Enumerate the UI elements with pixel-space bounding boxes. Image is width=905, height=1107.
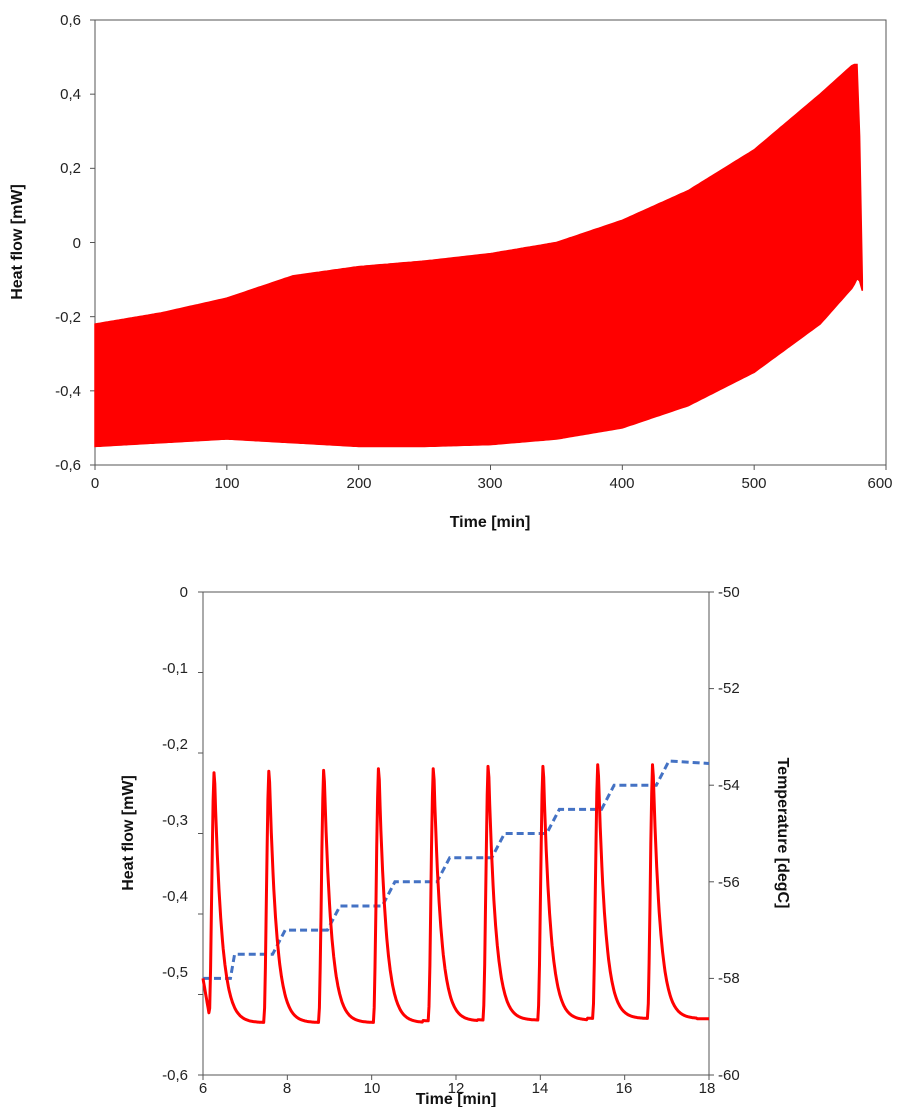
x-axis-title: Time [min] bbox=[450, 514, 531, 531]
x-tick-label: 12 bbox=[448, 1080, 465, 1097]
y-tick-label: -0,6 bbox=[55, 457, 81, 474]
y2-tick-label: -56 bbox=[718, 874, 740, 891]
y-tick-label: 0,2 bbox=[60, 160, 81, 177]
x-tick-label: 10 bbox=[364, 1080, 381, 1097]
y-axis-title: Heat flow [mW] bbox=[9, 184, 26, 300]
plot-frame-2 bbox=[202, 591, 710, 1076]
y-tick-label: 0 bbox=[180, 584, 188, 601]
chart-heat-flow-zoom: 0 -0,1 -0,2 -0,3 -0,4 -0,5 -0,6 -50 -52 … bbox=[120, 584, 791, 1107]
y-tick-marks bbox=[90, 19, 95, 466]
y-tick-label: -0,5 bbox=[162, 964, 188, 981]
y2-tick-marks bbox=[709, 591, 714, 1076]
y-tick-label: 0,6 bbox=[60, 12, 81, 29]
x-tick-label: 16 bbox=[616, 1080, 633, 1097]
y-tick-label: -0,2 bbox=[55, 309, 81, 326]
temperature-series-line bbox=[203, 759, 710, 980]
y-tick-label: 0 bbox=[73, 235, 81, 252]
x-tick-label: 6 bbox=[199, 1080, 207, 1097]
y-tick-label: -0,3 bbox=[162, 812, 188, 829]
heat-flow-band bbox=[94, 63, 864, 448]
x-tick-label: 600 bbox=[867, 475, 892, 492]
y2-tick-label: -50 bbox=[718, 584, 740, 601]
chart-heat-flow-overview: 0,6 0,4 0,2 0 -0,2 -0,4 -0,6 0 100 200 3… bbox=[9, 12, 893, 531]
y2-tick-label: -60 bbox=[718, 1067, 740, 1084]
heat-flow-series-line bbox=[201, 763, 710, 1024]
x-tick-label: 100 bbox=[214, 475, 239, 492]
x-tick-label: 500 bbox=[741, 475, 766, 492]
y-tick-label: -0,1 bbox=[162, 660, 188, 677]
x-tick-label: 400 bbox=[609, 475, 634, 492]
x-tick-marks bbox=[202, 1075, 710, 1080]
y-tick-label: -0,2 bbox=[162, 736, 188, 753]
y-axis-title: Heat flow [mW] bbox=[120, 775, 137, 891]
y2-tick-label: -58 bbox=[718, 970, 740, 987]
y2-tick-label: -52 bbox=[718, 680, 740, 697]
x-tick-marks bbox=[94, 465, 887, 470]
x-axis-title: Time [min] bbox=[416, 1091, 497, 1107]
x-tick-label: 18 bbox=[699, 1080, 716, 1097]
y-tick-label: -0,6 bbox=[162, 1067, 188, 1084]
x-tick-label: 8 bbox=[283, 1080, 291, 1097]
y-tick-label: -0,4 bbox=[162, 888, 188, 905]
y-tick-label: 0,4 bbox=[60, 86, 81, 103]
x-tick-label: 14 bbox=[532, 1080, 549, 1097]
x-tick-label: 200 bbox=[346, 475, 371, 492]
y2-tick-label: -54 bbox=[718, 777, 740, 794]
y-tick-marks bbox=[198, 591, 203, 1076]
y2-axis-title: Temperature [degC] bbox=[774, 758, 791, 909]
y-tick-label: -0,4 bbox=[55, 383, 81, 400]
x-tick-label: 0 bbox=[91, 475, 99, 492]
x-tick-label: 300 bbox=[477, 475, 502, 492]
